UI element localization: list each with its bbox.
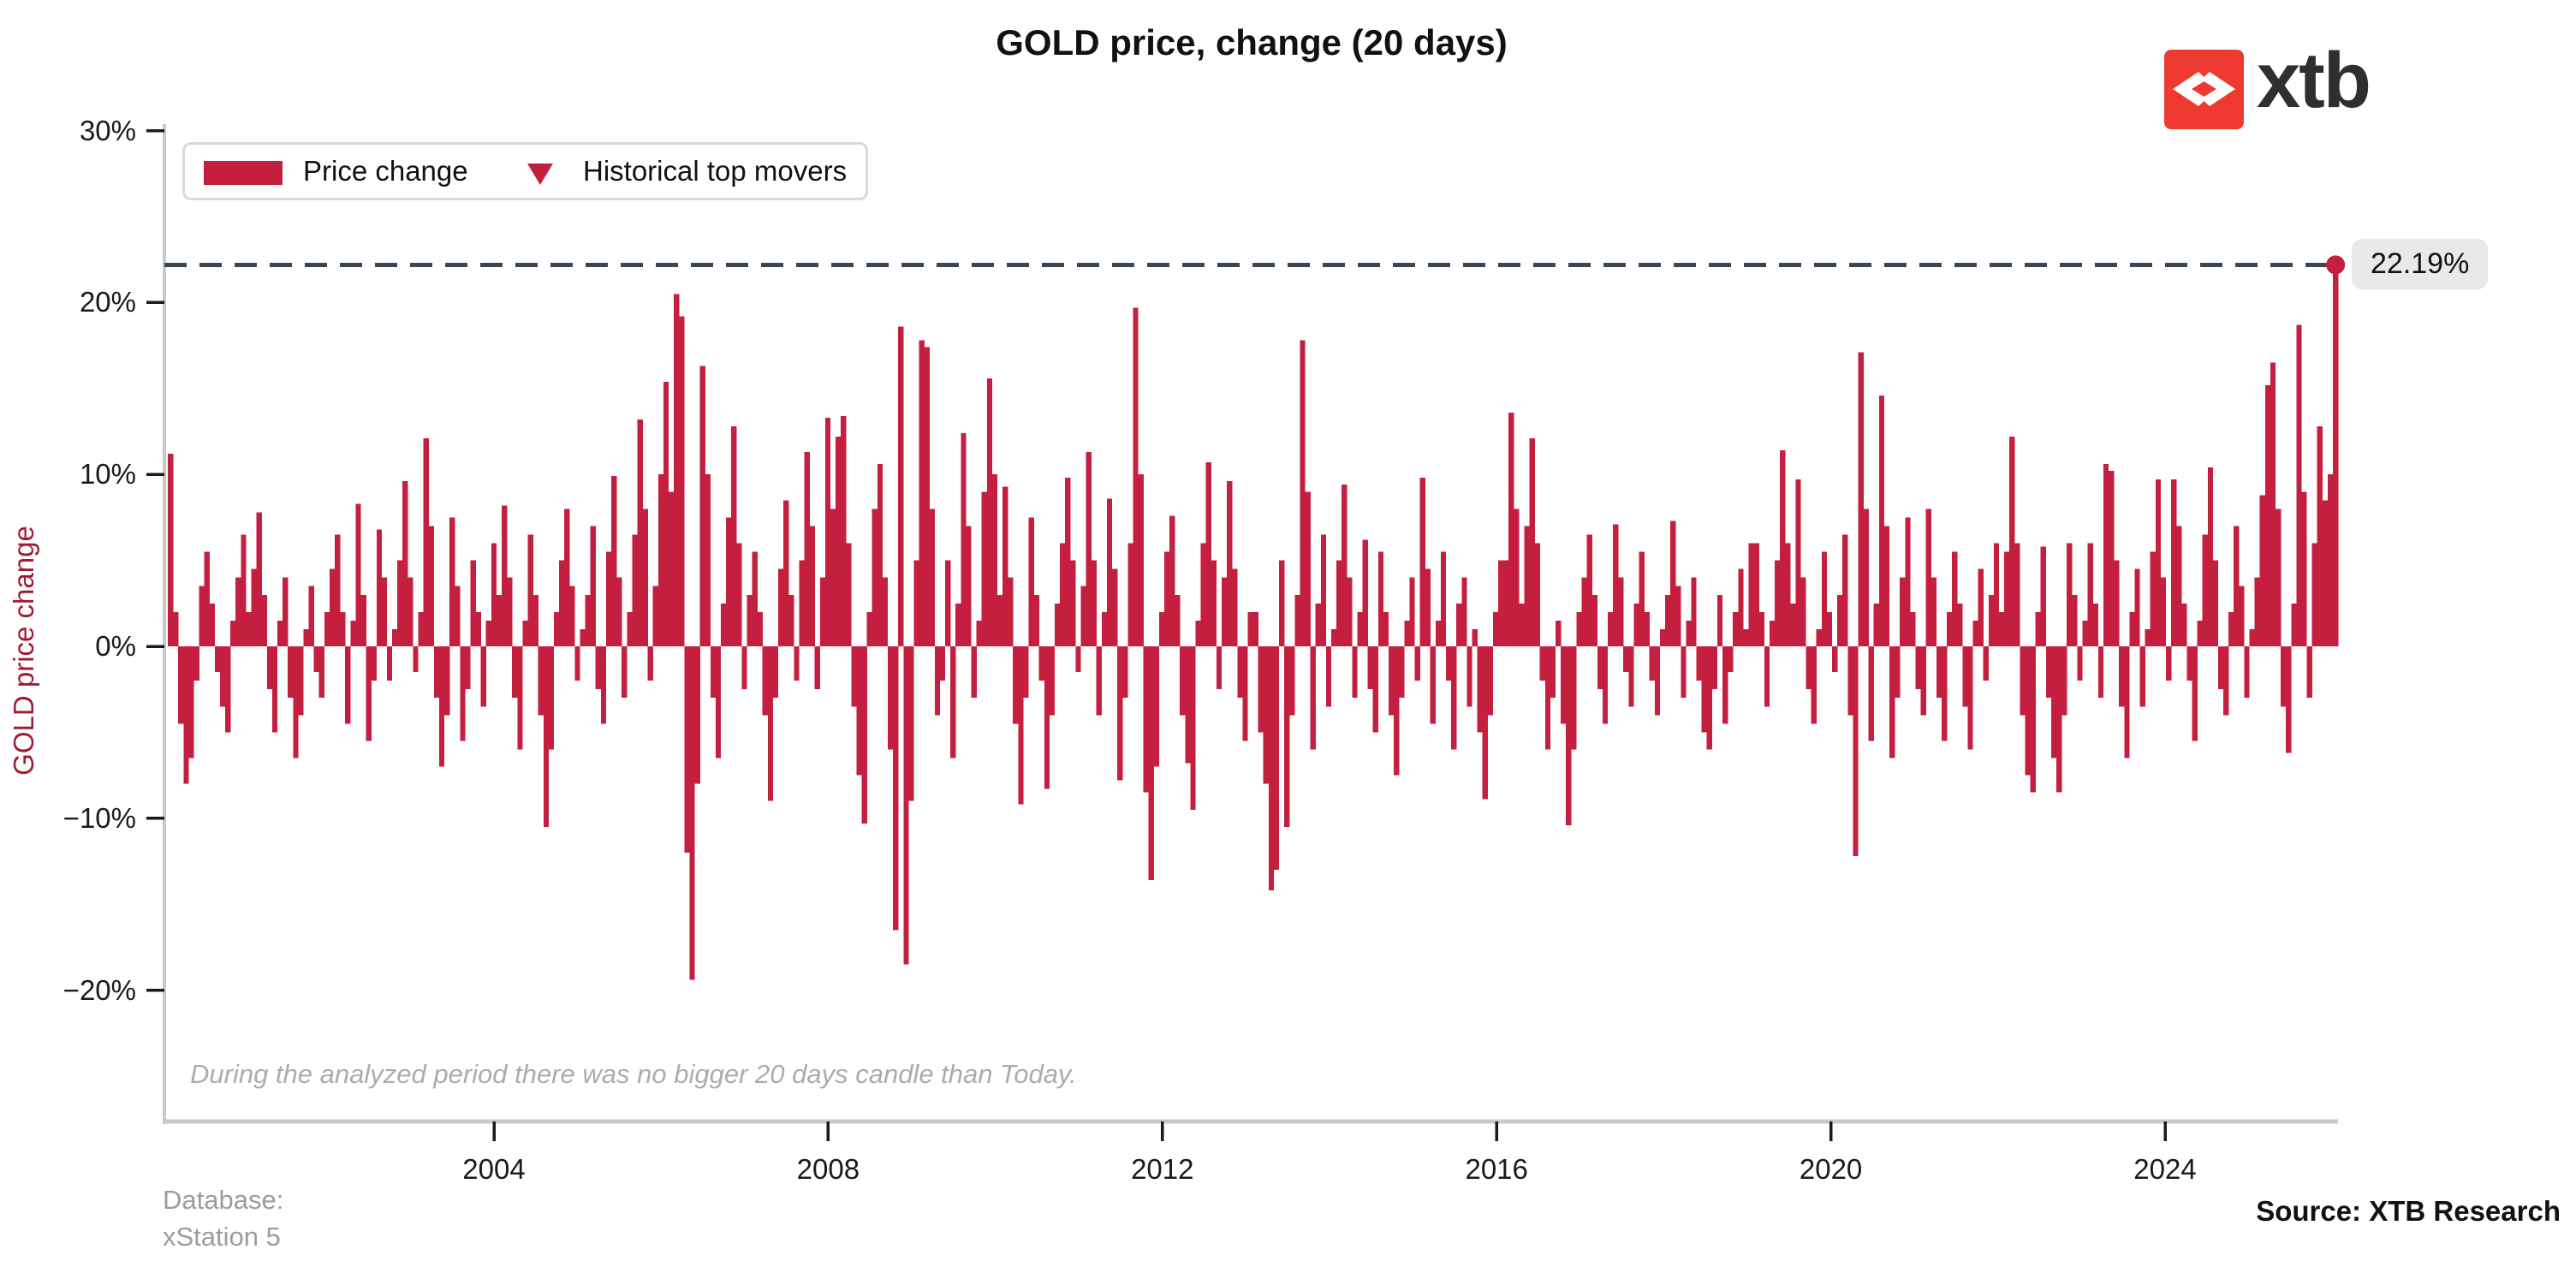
price-change-swatch-icon bbox=[204, 161, 283, 185]
y-tick-label: −10% bbox=[62, 801, 136, 834]
x-tick-label: 2004 bbox=[462, 1153, 526, 1185]
y-axis-title: GOLD price change bbox=[8, 526, 39, 776]
x-tick-label: 2020 bbox=[1799, 1153, 1863, 1185]
y-tick-label: 10% bbox=[79, 458, 136, 491]
database-note-line1: Database: bbox=[163, 1185, 284, 1215]
y-tick-label: 20% bbox=[79, 286, 136, 318]
legend-label-price-change: Price change bbox=[303, 155, 468, 187]
today-value-callout: 22.19% bbox=[2352, 239, 2489, 289]
y-tick-label: −20% bbox=[62, 973, 136, 1006]
source-note: Source: XTB Research bbox=[2256, 1195, 2561, 1227]
xtb-logo-mark-icon bbox=[2164, 50, 2244, 129]
x-tick-label: 2016 bbox=[1465, 1153, 1528, 1185]
analysis-note: During the analyzed period there was no … bbox=[190, 1059, 1077, 1089]
x-tick-label: 2012 bbox=[1131, 1153, 1194, 1185]
x-arrows-icon bbox=[2173, 72, 2235, 106]
database-note-line2: xStation 5 bbox=[163, 1221, 281, 1252]
database-note: Database: xStation 5 bbox=[163, 1182, 283, 1256]
xtb-logo: xtb bbox=[2164, 37, 2567, 134]
legend-box: Price change Historical top movers bbox=[182, 142, 868, 200]
legend-label-top-movers: Historical top movers bbox=[583, 155, 848, 187]
today-marker-dot bbox=[2326, 255, 2346, 275]
triangle-down-icon bbox=[527, 164, 553, 185]
xtb-logo-text: xtb bbox=[2257, 37, 2371, 124]
y-tick-label: 0% bbox=[95, 630, 136, 662]
x-tick-label: 2008 bbox=[796, 1153, 860, 1185]
y-tick-label: 30% bbox=[79, 114, 136, 146]
x-tick-label: 2024 bbox=[2133, 1153, 2197, 1185]
chart-title: GOLD price, change (20 days) bbox=[996, 22, 1508, 62]
